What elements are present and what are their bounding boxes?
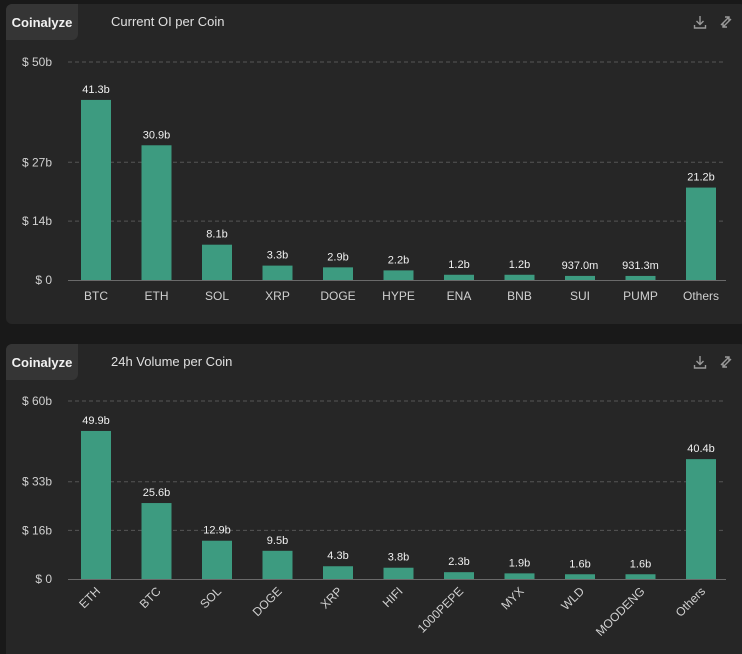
- bar[interactable]: [323, 566, 353, 579]
- y-tick-label: $ 0: [35, 572, 52, 586]
- bar[interactable]: [444, 572, 474, 579]
- data-label: 3.3b: [267, 250, 288, 262]
- bar[interactable]: [625, 275, 656, 280]
- data-label: 40.4b: [687, 443, 715, 455]
- data-label: 1.9b: [509, 557, 530, 569]
- bar[interactable]: [141, 145, 172, 280]
- data-label: 30.9b: [143, 129, 171, 141]
- data-label: 41.3b: [82, 84, 110, 96]
- brand-logo[interactable]: Coinalyze: [6, 344, 78, 380]
- bar[interactable]: [686, 187, 716, 280]
- data-label: 21.2b: [687, 172, 715, 184]
- y-tick-label: $ 50b: [22, 55, 52, 69]
- y-tick-label: $ 60b: [22, 394, 52, 408]
- data-label: 1.2b: [448, 259, 469, 271]
- x-tick-label: MOODENG: [593, 584, 648, 639]
- download-icon[interactable]: [692, 354, 708, 370]
- x-tick-label: XRP: [265, 289, 290, 303]
- x-tick-label: DOGE: [320, 289, 355, 303]
- volume-panel: Coinalyze 24h Volume per Coin $ 0 $ 16b $ …: [6, 344, 742, 654]
- data-label: 12.9b: [203, 525, 231, 537]
- bar[interactable]: [81, 430, 111, 579]
- chart-title: 24h Volume per Coin: [111, 354, 233, 369]
- x-tick-label: Others: [683, 289, 719, 303]
- oi-bar-chart: $ 0 $ 14b $ 27b $ 50b 41.3b BTC 30.9b ETH 8.1b SO…: [22, 55, 726, 303]
- x-tick-label: SOL: [205, 289, 229, 303]
- bar[interactable]: [565, 275, 595, 280]
- y-tick-label: $ 0: [35, 273, 52, 287]
- refresh-icon[interactable]: [718, 14, 734, 30]
- data-label: 931.3m: [622, 260, 659, 272]
- bar[interactable]: [383, 567, 414, 579]
- x-tick-label: BNB: [507, 289, 532, 303]
- x-tick-label: DOGE: [250, 584, 285, 619]
- data-label: 2.9b: [327, 251, 348, 263]
- y-tick-label: $ 16b: [22, 523, 52, 537]
- data-label: 49.9b: [82, 415, 110, 427]
- chart-title: Current OI per Coin: [111, 14, 225, 29]
- x-tick-label: HYPE: [382, 289, 415, 303]
- x-tick-label: ENA: [447, 289, 472, 303]
- bar[interactable]: [625, 574, 656, 579]
- data-label: 4.3b: [327, 550, 348, 562]
- y-tick-label: $ 14b: [22, 214, 52, 228]
- bar[interactable]: [323, 267, 353, 280]
- y-tick-label: $ 27b: [22, 155, 52, 169]
- bar[interactable]: [262, 265, 293, 280]
- x-tick-label: 1000PEPE: [415, 584, 466, 635]
- volume-bar-chart: $ 0 $ 16b $ 33b $ 60b 49.9b ETH 25.6b BTC 12.9b S…: [22, 394, 726, 639]
- bar[interactable]: [81, 99, 111, 280]
- x-tick-label: WLD: [558, 584, 587, 613]
- bar[interactable]: [202, 540, 232, 579]
- x-tick-label: SOL: [197, 584, 224, 611]
- data-label: 1.6b: [630, 558, 651, 570]
- data-label: 2.2b: [388, 254, 409, 266]
- x-tick-label: ETH: [145, 289, 169, 303]
- x-tick-label: BTC: [84, 289, 108, 303]
- bar[interactable]: [565, 574, 595, 579]
- data-label: 3.8b: [388, 552, 409, 564]
- bar[interactable]: [202, 244, 232, 280]
- y-tick-label: $ 33b: [22, 475, 52, 489]
- refresh-icon[interactable]: [718, 354, 734, 370]
- bar[interactable]: [444, 274, 474, 280]
- bar[interactable]: [504, 573, 535, 579]
- data-label: 25.6b: [143, 487, 171, 499]
- bar[interactable]: [686, 459, 716, 579]
- data-label: 8.1b: [206, 229, 227, 241]
- data-label: 2.3b: [448, 556, 469, 568]
- x-tick-label: ETH: [76, 584, 103, 611]
- x-tick-label: PUMP: [623, 289, 658, 303]
- download-icon[interactable]: [692, 14, 708, 30]
- bar[interactable]: [504, 274, 535, 280]
- bar[interactable]: [141, 503, 172, 579]
- x-tick-label: Others: [673, 584, 708, 619]
- x-tick-label: SUI: [570, 289, 590, 303]
- bar[interactable]: [262, 550, 293, 579]
- data-label: 937.0m: [562, 260, 599, 272]
- data-label: 1.2b: [509, 259, 530, 271]
- bar[interactable]: [383, 270, 414, 280]
- brand-logo[interactable]: Coinalyze: [6, 4, 78, 40]
- x-tick-label: HIFI: [380, 584, 406, 610]
- x-tick-label: MYX: [498, 584, 526, 612]
- x-tick-label: BTC: [137, 584, 164, 611]
- oi-panel: Coinalyze Current OI per Coin $ 0 $ 14b $ …: [6, 4, 742, 324]
- data-label: 1.6b: [569, 558, 590, 570]
- data-label: 9.5b: [267, 535, 288, 547]
- x-tick-label: XRP: [318, 584, 345, 611]
